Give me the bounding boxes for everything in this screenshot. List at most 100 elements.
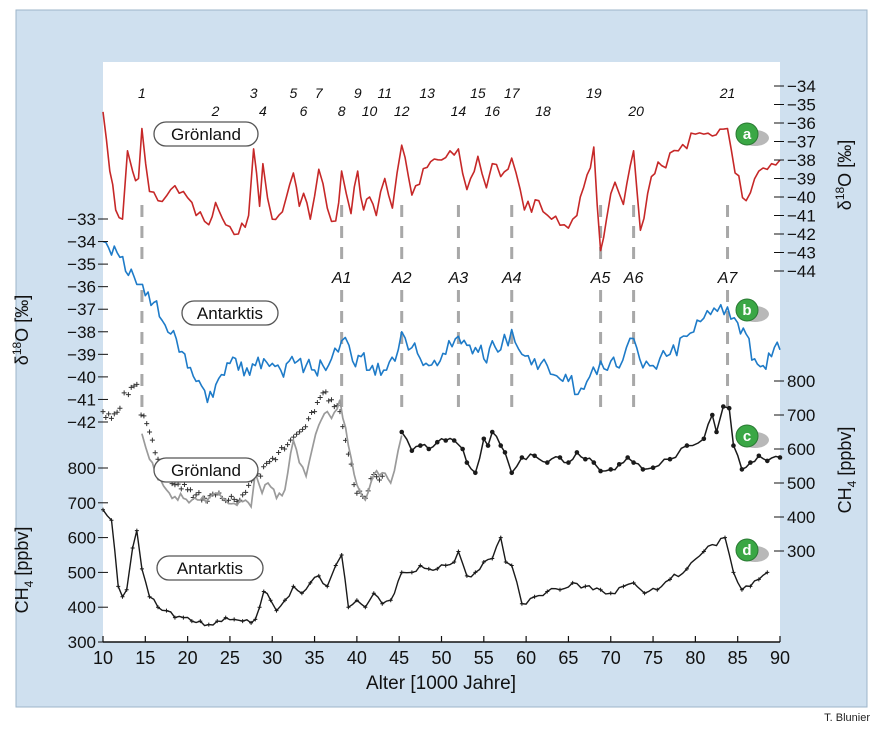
- c-tick-label-600: 600: [787, 440, 815, 459]
- b-tick-label--34: −34: [67, 233, 96, 252]
- data-point-antarctic-ch4: [498, 535, 503, 540]
- a-tick-label--44: −44: [787, 262, 816, 281]
- data-point-greenland-ch4: [608, 467, 614, 472]
- data-point-greenland-ch4-cross: [240, 492, 246, 498]
- data-point-greenland-ch4-cross: [243, 489, 249, 495]
- data-point-antarctic-ch4: [164, 608, 169, 613]
- data-point-greenland-ch4: [418, 443, 423, 448]
- data-point-greenland-ch4: [489, 429, 495, 435]
- event-label-10: 10: [362, 103, 378, 119]
- badge-b: [735, 298, 759, 322]
- data-point-antarctic-ch4: [291, 584, 296, 589]
- event-label-21: 21: [719, 85, 736, 101]
- data-point-antarctic-ch4: [109, 518, 114, 523]
- data-point-greenland-ch4-cross: [326, 398, 332, 404]
- data-point-antarctic-ch4: [583, 584, 588, 589]
- data-point-greenland-ch4: [739, 467, 745, 472]
- c-tick-label-500: 500: [787, 474, 815, 493]
- event-label-5: 5: [290, 85, 298, 101]
- event-label-6: 6: [300, 103, 308, 119]
- a-tick-label--41: −41: [787, 207, 816, 226]
- data-point-greenland-ch4-cross: [282, 446, 288, 452]
- series-line-greenland-ch4-gray: [141, 399, 403, 510]
- data-point-antarctic-ch4: [655, 587, 660, 592]
- event-label-7: 7: [315, 85, 324, 101]
- data-point-antarctic-ch4: [452, 559, 457, 564]
- data-point-greenland-ch4: [485, 443, 491, 448]
- data-point-greenland-ch4: [434, 439, 440, 445]
- x-axis-title: Alter [1000 Jahre]: [366, 673, 516, 694]
- badge-a: [735, 122, 759, 146]
- data-point-antarctic-ch4: [354, 598, 359, 603]
- data-point-greenland-ch4: [498, 443, 504, 448]
- badge-letter-a: a: [743, 126, 752, 143]
- data-point-antarctic-ch4: [608, 591, 613, 596]
- data-point-greenland-ch4: [726, 405, 732, 411]
- data-point-antarctic-ch4: [443, 563, 448, 568]
- event-label-3: 3: [250, 85, 258, 101]
- data-point-greenland-ch4-cross: [303, 424, 309, 430]
- data-point-antarctic-ch4: [339, 553, 344, 557]
- data-point-antarctic-ch4: [325, 584, 330, 589]
- data-point-antarctic-ch4: [532, 594, 537, 599]
- ticks-layer: 10 15 20 25 30 35 40 45 50 55 60 65 70 75 80 85 90−34−35…: [67, 77, 816, 668]
- data-point-greenland-ch4: [598, 468, 603, 474]
- x-tick-label-45: 45: [389, 648, 409, 668]
- b-tick-label--42: −42: [67, 413, 96, 432]
- region-tag-d: [156, 555, 264, 581]
- data-point-antarctic-ch4: [380, 601, 385, 606]
- data-point-greenland-ch4: [583, 456, 588, 462]
- data-point-antarctic-ch4: [346, 605, 351, 610]
- data-point-greenland-ch4: [731, 443, 736, 448]
- data-point-greenland-ch4: [710, 412, 715, 418]
- data-point-greenland-ch4-cross: [196, 490, 202, 496]
- data-point-antarctic-ch4: [409, 570, 414, 575]
- data-point-greenland-ch4-cross: [152, 450, 158, 456]
- data-point-greenland-ch4-cross: [276, 449, 282, 455]
- event-label-1: 1: [138, 85, 146, 101]
- data-point-antarctic-ch4: [490, 556, 495, 561]
- data-point-greenland-ch4-cross: [149, 437, 155, 443]
- data-point-antarctic-ch4: [130, 546, 135, 551]
- data-point-antarctic-ch4: [198, 619, 203, 624]
- data-point-greenland-ch4-cross: [379, 473, 385, 479]
- data-point-greenland-ch4: [409, 448, 415, 454]
- data-point-antarctic-ch4: [667, 577, 672, 582]
- data-point-greenland-ch4: [464, 460, 470, 465]
- d-tick-label-600: 600: [68, 529, 96, 548]
- data-point-antarctic-ch4: [418, 563, 423, 568]
- data-point-antarctic-ch4: [519, 601, 524, 606]
- data-point-greenland-ch4-cross: [141, 413, 147, 419]
- data-point-antarctic-ch4: [240, 619, 245, 624]
- region-label-a: Grönland: [171, 125, 241, 144]
- data-point-antarctic-ch4: [739, 587, 744, 592]
- event-label-17: 17: [504, 85, 521, 101]
- x-tick-label-65: 65: [558, 648, 578, 668]
- data-point-greenland-ch4-cross: [258, 473, 264, 479]
- data-point-greenland-ch4: [574, 450, 580, 455]
- x-tick-label-25: 25: [220, 648, 240, 668]
- data-point-antarctic-ch4: [282, 598, 287, 603]
- data-point-antarctic-ch4: [701, 549, 706, 554]
- data-point-antarctic-ch4: [481, 559, 486, 564]
- event-label-8: 8: [338, 103, 346, 119]
- data-point-greenland-ch4: [756, 453, 762, 459]
- event-label-11: 11: [378, 85, 393, 101]
- data-point-greenland-ch4: [451, 438, 457, 443]
- data-point-greenland-ch4: [591, 460, 597, 465]
- region-label-b: Antarktis: [197, 304, 263, 323]
- antarctic-event-label-A7: A7: [717, 270, 739, 287]
- event-label-19: 19: [586, 85, 602, 101]
- data-point-antarctic-ch4: [598, 587, 603, 592]
- antarctic-event-label-A4: A4: [501, 270, 522, 287]
- d-right-tick-label-300: 300: [787, 542, 815, 561]
- data-point-antarctic-ch4: [748, 584, 753, 589]
- data-point-greenland-ch4-cross: [131, 383, 137, 389]
- a-tick-label--39: −39: [787, 170, 816, 189]
- b-tick-label--33: −33: [67, 210, 96, 229]
- x-tick-label-70: 70: [601, 648, 621, 668]
- data-point-antarctic-ch4: [124, 587, 129, 592]
- data-point-greenland-ch4-cross: [279, 445, 285, 451]
